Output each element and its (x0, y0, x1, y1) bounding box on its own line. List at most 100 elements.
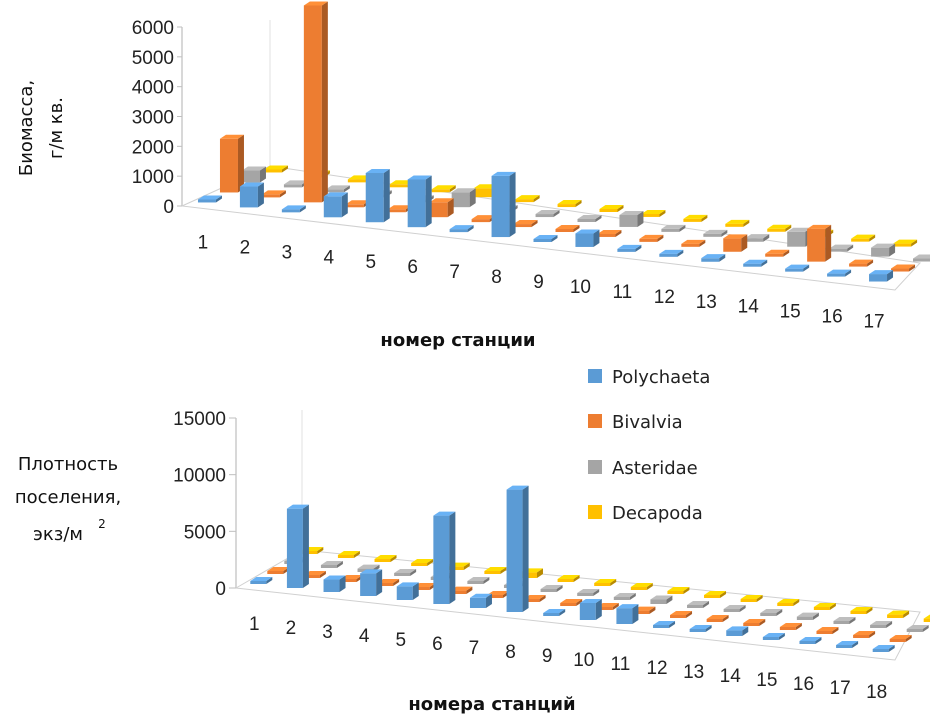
chart2-bar-side (888, 645, 895, 652)
chart1-x-tick: 4 (324, 247, 335, 268)
chart1-bar-bivalvia (765, 249, 790, 257)
chart2-bar-front (396, 586, 413, 600)
chart2-bar-top (613, 593, 636, 597)
chart2-bar-front (850, 611, 867, 614)
chart2-bar-top (484, 567, 507, 571)
chart1-bar-side (467, 225, 474, 233)
chart2-bar-top (540, 585, 563, 589)
legend: Polychaeta Bivalvia Asteridae Decapoda (588, 367, 710, 524)
chart1-bar-top (725, 219, 750, 224)
chart2-bar-top (762, 633, 785, 637)
chart1-bar-top (787, 227, 812, 232)
chart1-bar-side (887, 270, 894, 282)
chart1-bar-polychaeta (365, 169, 390, 223)
chart2-bar-front (836, 645, 853, 648)
chart1-bar-front (389, 184, 408, 188)
chart2-bar-front (762, 637, 779, 640)
chart1-bar-front (827, 273, 846, 277)
chart1-bar-top (577, 215, 602, 219)
chart1-x-tick: 17 (863, 312, 884, 333)
chart2-bar-top (596, 603, 619, 607)
chart2-bar-decapoda (813, 603, 836, 610)
chart2-bar-side (556, 585, 563, 592)
chart1-bar-asteridae (619, 211, 644, 227)
chart2-bar-side (522, 485, 529, 612)
chart1-bar-side (531, 220, 538, 228)
chart2-bar-top (889, 635, 912, 639)
chart1-bar-front (785, 268, 804, 272)
chart1-bar-side (825, 224, 832, 262)
chart2-bar-front (340, 579, 357, 582)
chart2-bar-front (630, 587, 647, 590)
chart1-x-ticks: 1 2 3 4 5 6 7 8 9 10 11 12 13 14 15 16 17 (198, 232, 885, 332)
chart1-bar-side (657, 234, 664, 242)
chart1-bar-side (553, 210, 560, 218)
chart1-bar-polychaeta (449, 225, 474, 233)
chart1-bar-front (743, 263, 762, 267)
chart1-bar-side (449, 185, 456, 193)
chart1-bar-bivalvia (723, 234, 748, 252)
chart1-bar-front (533, 239, 552, 242)
chart1-bar-front (703, 233, 722, 237)
chart1-bar-asteridae (703, 229, 728, 237)
chart2-bar-top (616, 604, 639, 609)
chart1-bar-front (513, 224, 532, 228)
chart1-bar-top (743, 259, 768, 264)
chart2-bar-side (742, 626, 749, 636)
chart1-bar-front (347, 179, 366, 183)
chart1-bar-bivalvia (849, 259, 874, 267)
chart2-y-ticks: 0 5000 10000 15000 (173, 409, 236, 600)
chart2-bar-top (506, 485, 529, 490)
chart1-y-title-line1: Биомасса, (16, 80, 37, 176)
chart1-bar-front (787, 231, 806, 247)
chart2-x-tick: 7 (469, 638, 480, 659)
chart1-bar-top (303, 1, 328, 6)
chart1-bar-front (701, 258, 720, 262)
chart2-bar-front (320, 565, 337, 568)
legend-swatch-asteridae (588, 460, 602, 474)
chart1-bar-top (491, 171, 516, 176)
chart2-bar-top (250, 577, 273, 581)
chart1-bar-front (661, 228, 680, 232)
chart2-bar-side (705, 625, 712, 632)
chart1-x-tick: 5 (365, 252, 376, 273)
chart1-bar-asteridae (241, 166, 266, 183)
chart1-bar-front (659, 253, 678, 257)
chart1-bar-asteridae (829, 244, 854, 252)
chart2-bar-polychaeta (799, 637, 822, 644)
chart2-bar-front (667, 591, 684, 594)
chart2-y-axis-title: Плотность поселения, экз/м 2 (15, 454, 121, 545)
chart2-y-title-line3: экз/м (33, 524, 83, 545)
chart2-x-tick: 9 (542, 646, 553, 667)
chart1-bar-top (913, 254, 930, 259)
chart2-bar-top (816, 627, 839, 631)
chart1-bar-top (723, 234, 748, 239)
chart1-bar-side (551, 235, 558, 242)
chart2-bar-top (267, 567, 290, 571)
chart1-bar-side (509, 171, 516, 238)
chart2-bar-side (319, 571, 326, 578)
chart2-bar-front (484, 571, 501, 574)
chart2-bar-polychaeta (836, 641, 859, 648)
chart2-x-tick: 5 (395, 630, 406, 651)
chart2-bar-polychaeta (286, 504, 309, 588)
chart1-bar-top (599, 205, 624, 209)
chart1-bar-side (299, 205, 306, 213)
chart2-bar-top (450, 586, 473, 591)
chart1-bar-bivalvia (891, 264, 916, 272)
chart2-bar-side (905, 635, 912, 642)
chart2-bar-top (579, 599, 602, 603)
chart2-bar-front (374, 559, 391, 562)
chart1-bar-side (803, 264, 810, 272)
chart2-x-tick: 10 (573, 650, 594, 671)
chart2-bar-top (486, 591, 509, 595)
chart1-bar-top (533, 235, 558, 239)
chart2-bar-front (687, 605, 704, 608)
chart2-bar-front (887, 614, 904, 618)
chart2-bar-polychaeta (396, 582, 419, 600)
chart2-bar-decapoda (887, 610, 910, 618)
chart2-x-tick: 6 (432, 634, 443, 655)
chart2-bar-front (853, 635, 870, 638)
chart2-bar-top (303, 571, 326, 575)
chart2-bar-front (740, 599, 757, 602)
